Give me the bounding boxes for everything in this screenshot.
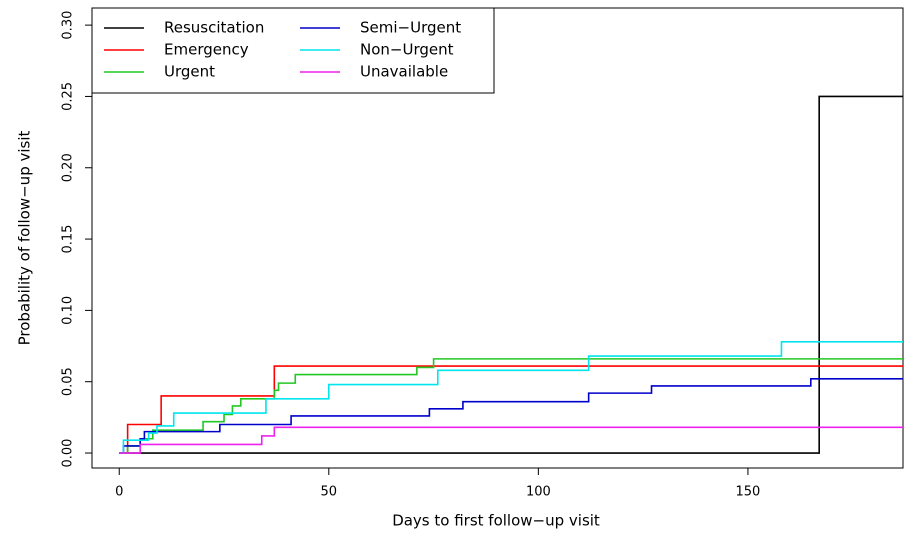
legend-label: Semi−Urgent: [360, 19, 461, 37]
y-tick-label: 0.00: [61, 439, 76, 468]
y-tick-label: 0.30: [61, 11, 76, 40]
legend-box: [91, 7, 495, 94]
x-tick-label: 100: [526, 485, 551, 500]
step-line: [119, 358, 903, 454]
y-tick-label: 0.10: [61, 296, 76, 325]
y-tick-label: 0.05: [61, 367, 76, 396]
y-tick-label: 0.15: [61, 225, 76, 254]
x-tick-label: 150: [736, 485, 761, 500]
plot-area: [119, 95, 903, 454]
step-line: [119, 378, 903, 454]
x-axis-label: Days to first follow−up visit: [392, 512, 600, 530]
step-line: [119, 365, 903, 454]
legend-label: Urgent: [164, 63, 215, 81]
legend-label: Resuscitation: [164, 19, 264, 37]
y-tick-label: 0.25: [61, 82, 76, 111]
step-line: [119, 95, 903, 454]
plot-frame: [91, 7, 904, 469]
step-line: [119, 426, 903, 454]
legend-label: Unavailable: [360, 63, 448, 81]
legend-label: Emergency: [164, 41, 249, 59]
y-tick-label: 0.20: [61, 153, 76, 182]
x-tick-label: 50: [321, 485, 338, 500]
x-tick-label: 0: [115, 485, 123, 500]
y-axis-label: Probability of follow−up visit: [16, 130, 34, 345]
legend-label: Non−Urgent: [360, 41, 454, 59]
legend: Resuscitation Emergency Urgent Semi−Urgent N…: [91, 7, 495, 94]
step-line: [119, 340, 903, 454]
